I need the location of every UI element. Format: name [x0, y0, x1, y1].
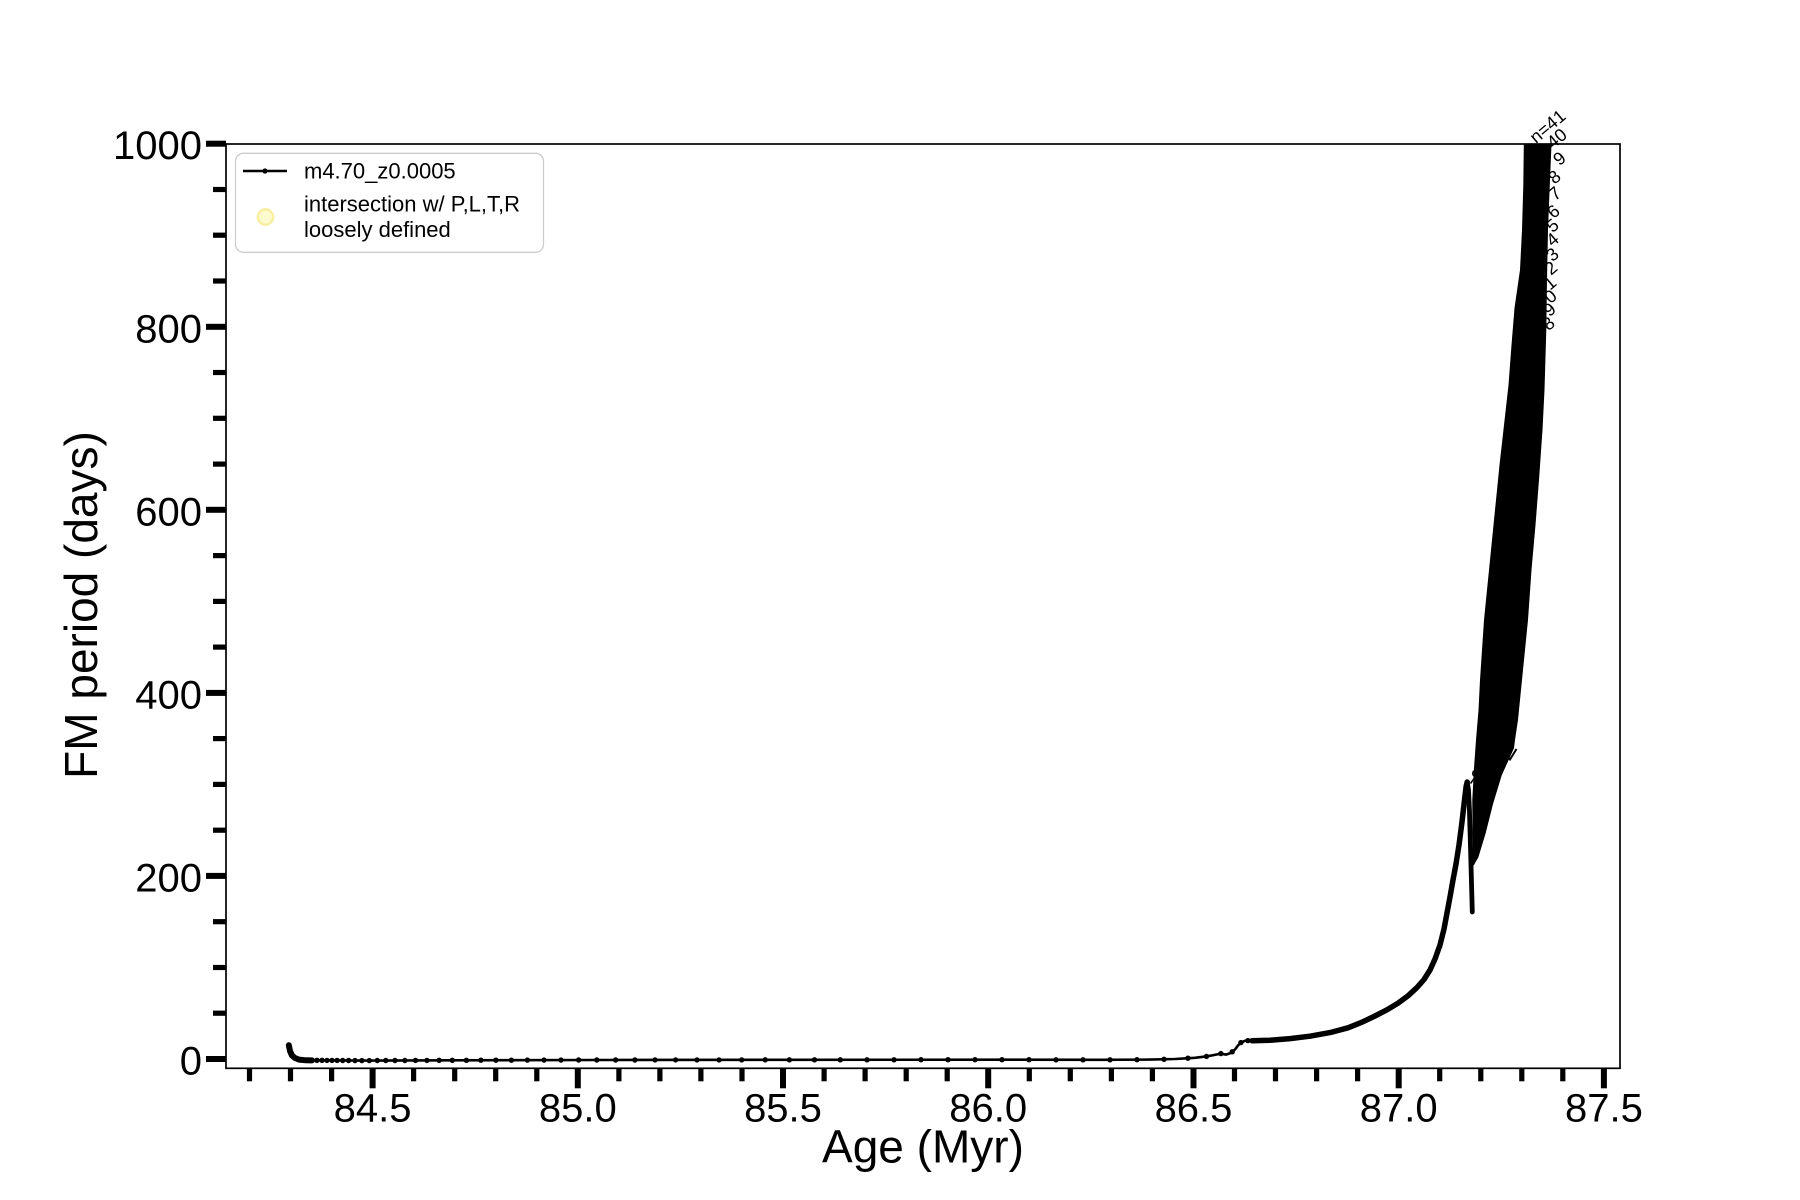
- svg-text:Age (Myr): Age (Myr): [822, 1121, 1024, 1173]
- svg-text:loosely defined: loosely defined: [304, 217, 451, 242]
- svg-text:400: 400: [135, 673, 202, 717]
- svg-text:85.5: 85.5: [744, 1087, 822, 1131]
- svg-text:600: 600: [135, 490, 202, 534]
- svg-text:87.0: 87.0: [1360, 1087, 1438, 1131]
- svg-text:FM period (days): FM period (days): [55, 431, 107, 779]
- svg-text:86.0: 86.0: [949, 1087, 1027, 1131]
- svg-text:84.5: 84.5: [334, 1087, 412, 1131]
- svg-text:m4.70_z0.0005: m4.70_z0.0005: [304, 159, 456, 184]
- svg-text:9: 9: [1549, 148, 1570, 170]
- svg-text:intersection w/ P,L,T,R: intersection w/ P,L,T,R: [304, 192, 520, 217]
- svg-text:87.5: 87.5: [1565, 1087, 1643, 1131]
- svg-text:800: 800: [135, 307, 202, 351]
- svg-text:0: 0: [180, 1040, 202, 1084]
- svg-text:85.0: 85.0: [539, 1087, 617, 1131]
- svg-text:200: 200: [135, 856, 202, 900]
- svg-text:86.5: 86.5: [1155, 1087, 1233, 1131]
- svg-text:1000: 1000: [113, 124, 202, 168]
